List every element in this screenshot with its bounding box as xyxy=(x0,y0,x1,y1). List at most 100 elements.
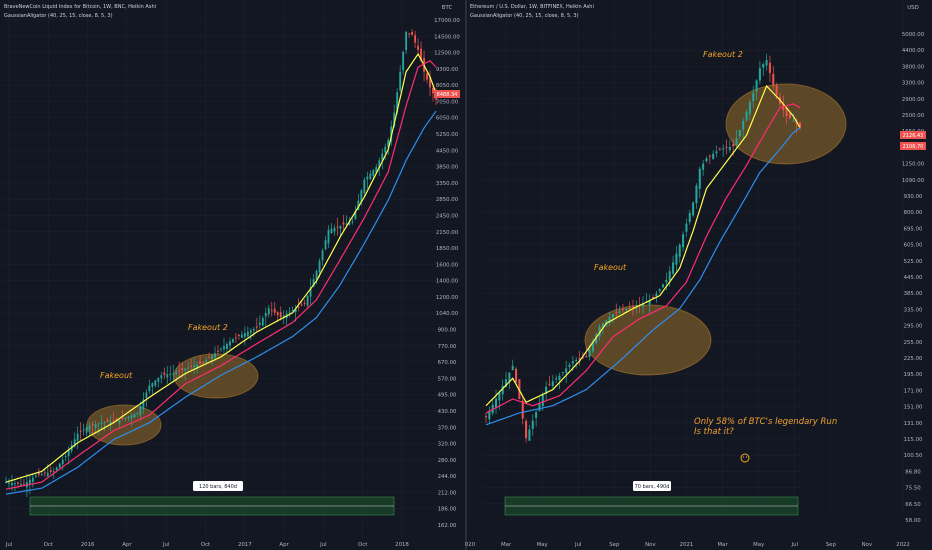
candle-body xyxy=(348,222,351,225)
candle-body xyxy=(178,370,181,372)
candle-body xyxy=(214,353,216,358)
candle-body xyxy=(625,308,628,311)
y-tick-label: 212.00 xyxy=(438,490,457,496)
candle-body xyxy=(758,68,761,81)
candle-body xyxy=(142,399,145,410)
candle-body xyxy=(100,422,103,424)
candle-body xyxy=(145,392,148,398)
candle-body xyxy=(672,262,675,274)
candle-body xyxy=(384,146,387,153)
candle-body xyxy=(336,226,339,228)
y-tick-label: 3300.00 xyxy=(902,81,925,87)
y-tick-label: 171.00 xyxy=(904,388,923,394)
candle-body xyxy=(399,71,402,91)
eth-chart-title: Ethereum / U.S. Dollar, 1W, BITFINEX, He… xyxy=(470,4,594,10)
candle-body xyxy=(768,62,771,74)
candle-body xyxy=(381,153,384,161)
y-tick-label: 900.00 xyxy=(438,328,457,334)
btc-chart-panel[interactable]: 120 bars, 840d 17000.00 14500.00 12500.00 9… xyxy=(2,0,460,548)
price-tag-text: 2106.70 xyxy=(903,144,924,150)
candle-body xyxy=(226,343,228,349)
candle-body xyxy=(765,60,768,66)
y-tick-label: 9300.00 xyxy=(436,67,459,73)
x-tick-label: Nov xyxy=(862,542,873,548)
candle-body xyxy=(193,365,196,368)
y-tick-label: 3350.00 xyxy=(436,181,459,187)
candle-body xyxy=(91,423,94,425)
range-label-text: 70 bars, 490d xyxy=(635,484,670,490)
candle-body xyxy=(14,483,16,485)
candle-body xyxy=(261,317,264,326)
candle-body xyxy=(712,153,715,159)
candle-body xyxy=(40,474,43,476)
candle-body xyxy=(591,341,594,352)
x-tick-label: May xyxy=(537,542,549,548)
candle-body xyxy=(531,420,534,430)
candle-body xyxy=(249,330,252,333)
y-tick-label: 4450.00 xyxy=(436,148,459,154)
candle-body xyxy=(378,160,381,168)
candle-body xyxy=(372,170,375,176)
candle-body xyxy=(252,328,255,331)
eth-chart-panel[interactable]: 70 bars, 490d 5000.00 4400.00 3800.00 3300.… xyxy=(465,0,926,548)
eth-note-line1: Only 58% of BTC's legendary Run xyxy=(694,417,837,427)
x-tick-label: Jul xyxy=(5,542,13,548)
y-tick-label: 335.00 xyxy=(904,307,923,313)
candle-body xyxy=(333,227,336,232)
thinking-emoji-icon xyxy=(740,453,750,463)
candle-body xyxy=(264,313,267,317)
candle-body xyxy=(121,418,124,420)
candle-body xyxy=(555,378,558,380)
candle-body xyxy=(665,279,668,283)
candle-body xyxy=(118,420,121,424)
candle-body xyxy=(732,144,735,147)
candle-body xyxy=(127,416,130,418)
candle-body xyxy=(402,51,405,71)
y-tick-label: 670.00 xyxy=(438,360,457,366)
candle-body xyxy=(396,92,399,113)
candle-body xyxy=(484,416,488,418)
candle-body xyxy=(568,364,571,367)
candle-body xyxy=(288,311,291,313)
candle-body xyxy=(255,326,258,328)
price-tag-box xyxy=(434,90,460,98)
y-tick-label: 5250.00 xyxy=(436,132,459,138)
candle-body xyxy=(798,122,802,128)
candle-body xyxy=(67,450,70,457)
candle-body xyxy=(61,459,64,465)
candle-body xyxy=(79,430,82,432)
candle-body xyxy=(631,306,635,308)
candle-body xyxy=(351,221,354,223)
candle-body xyxy=(148,385,151,392)
candle-body xyxy=(648,300,651,305)
candle-body xyxy=(324,240,327,250)
y-tick-label: 1250.00 xyxy=(902,162,925,168)
btc-chart-title: BraveNewCoin Liquid Index for Bitcoin, 1… xyxy=(4,4,156,10)
candle-body xyxy=(393,112,396,127)
candle-body xyxy=(494,398,498,408)
candle-body xyxy=(312,279,315,287)
candle-body xyxy=(618,311,621,313)
candle-body xyxy=(237,334,240,336)
y-tick-label: 75.50 xyxy=(905,486,921,492)
candle-body xyxy=(175,372,178,375)
candle-body xyxy=(718,148,721,150)
candle-body xyxy=(339,225,342,229)
candle-body xyxy=(408,33,411,35)
candle-body xyxy=(662,284,665,288)
candle-body xyxy=(97,423,100,425)
candle-body xyxy=(34,475,37,477)
candle-body xyxy=(294,308,297,313)
x-tick-label: Jul xyxy=(162,542,170,548)
candle-body xyxy=(190,366,193,368)
candle-body xyxy=(160,375,163,379)
y-tick-label: 3800.00 xyxy=(902,64,925,70)
x-tick-label: 2021 xyxy=(680,542,694,548)
candle-body xyxy=(327,229,330,244)
candle-body xyxy=(112,420,115,422)
candle-body xyxy=(187,367,190,369)
y-tick-label: 12500.00 xyxy=(434,51,460,57)
candle-body xyxy=(106,419,109,422)
candle-body xyxy=(498,392,501,401)
candle-body xyxy=(715,151,718,154)
